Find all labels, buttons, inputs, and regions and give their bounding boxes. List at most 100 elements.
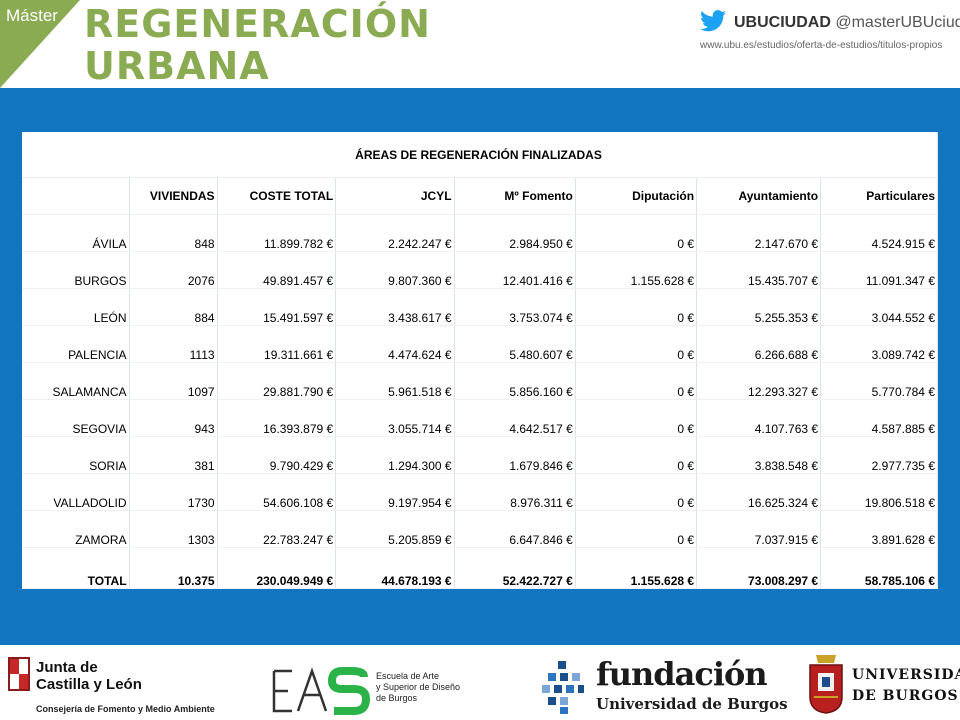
value-cell: 54.606.108 € (217, 473, 337, 511)
total-cell: 52.422.727 € (454, 547, 576, 589)
value-cell: 5.255.353 € (696, 288, 822, 326)
eas-line-2: y Superior de Diseño (376, 682, 461, 692)
value-cell: 2076 (129, 251, 218, 289)
column-header: Mº Fomento (454, 177, 576, 215)
twitter-bird-icon (700, 10, 726, 32)
total-cell: TOTAL (22, 547, 130, 589)
value-cell: 5.770.784 € (820, 362, 938, 400)
value-cell: 2.977.735 € (820, 436, 938, 474)
twitter-handle[interactable]: UBUCIUDAD @masterUBUciudad (734, 14, 960, 32)
total-cell: 230.049.949 € (217, 547, 337, 589)
value-cell: 16.393.879 € (217, 399, 337, 437)
value-cell: 8.976.311 € (454, 473, 576, 511)
title-line-2: URBANA (84, 44, 270, 88)
value-cell: 3.891.628 € (820, 510, 938, 548)
province-cell: ZAMORA (22, 510, 130, 548)
table-row: VALLADOLID 1730 54.606.108 €9.197.954 €8.9… (22, 473, 938, 511)
table-row: BURGOS 2076 49.891.457 €9.807.360 €12.401.… (22, 251, 938, 289)
value-cell: 1303 (129, 510, 218, 548)
master-label: Máster (6, 6, 58, 25)
province-cell: SORIA (22, 436, 130, 474)
value-cell: 0 € (575, 288, 698, 326)
table-row: PALENCIA 1113 19.311.661 €4.474.624 €5.480… (22, 325, 938, 363)
province-cell: PALENCIA (22, 325, 130, 363)
program-url[interactable]: www.ubu.es/estudios/oferta-de-estudios/t… (700, 40, 943, 51)
value-cell: 11.091.347 € (820, 251, 938, 289)
total-cell: 73.008.297 € (696, 547, 822, 589)
value-cell: 4.642.517 € (454, 399, 576, 437)
value-cell: 19.311.661 € (217, 325, 337, 363)
value-cell: 5.205.859 € (335, 510, 455, 548)
value-cell: 4.474.624 € (335, 325, 455, 363)
value-cell: 9.197.954 € (335, 473, 455, 511)
value-cell: 15.491.597 € (217, 288, 337, 326)
table-row: SORIA 381 9.790.429 €1.294.300 €1.679.846 … (22, 436, 938, 474)
value-cell: 4.587.885 € (820, 399, 938, 437)
jcl-shield-icon (8, 657, 30, 691)
column-header: VIVIENDAS (129, 177, 218, 215)
value-cell: 1097 (129, 362, 218, 400)
value-cell: 1.155.628 € (575, 251, 698, 289)
jcl-subtitle: Consejería de Fomento y Medio Ambiente (36, 704, 215, 714)
value-cell: 0 € (575, 399, 698, 437)
column-header (22, 177, 130, 215)
table-total-row: TOTAL 10.375 230.049.949 € 44.678.193 € … (22, 547, 938, 589)
total-cell: 1.155.628 € (575, 547, 698, 589)
province-cell: SALAMANCA (22, 362, 130, 400)
province-cell: BURGOS (22, 251, 130, 289)
handle-rest: @masterUBUciudad (835, 14, 960, 31)
eas-line-1: Escuela de Arte (376, 671, 440, 681)
column-header: JCYL (335, 177, 455, 215)
value-cell: 7.037.915 € (696, 510, 822, 548)
title-line-1: REGENERACIÓN (84, 2, 431, 46)
eas-line-3: de Burgos (376, 693, 418, 703)
eas-logo-icon (272, 667, 371, 715)
value-cell: 3.438.617 € (335, 288, 455, 326)
value-cell: 1.679.846 € (454, 436, 576, 474)
value-cell: 29.881.790 € (217, 362, 337, 400)
value-cell: 5.961.518 € (335, 362, 455, 400)
column-header: Particulares (820, 177, 938, 215)
value-cell: 16.625.324 € (696, 473, 822, 511)
value-cell: 0 € (575, 362, 698, 400)
jcl-line-1: Junta de (36, 659, 98, 676)
header: Máster REGENERACIÓN URBANA UBUCIUDAD @ma… (0, 0, 960, 88)
ubu-line-2: DE BURGOS (852, 688, 959, 704)
value-cell: 0 € (575, 436, 698, 474)
value-cell: 1730 (129, 473, 218, 511)
regeneration-table: ÁREAS DE REGENERACIÓN FINALIZADAS VIVIEN… (22, 132, 938, 589)
value-cell: 2.984.950 € (454, 214, 576, 252)
value-cell: 381 (129, 436, 218, 474)
ubu-line-1: UNIVERSIDAD (852, 667, 960, 683)
eas-text: Escuela de Arte y Superior de Diseño de … (376, 671, 460, 704)
value-cell: 11.899.782 € (217, 214, 337, 252)
value-cell: 19.806.518 € (820, 473, 938, 511)
value-cell: 12.293.327 € (696, 362, 822, 400)
total-cell: 44.678.193 € (335, 547, 455, 589)
handle-bold: UBUCIUDAD (734, 14, 831, 31)
table-row: ZAMORA 1303 22.783.247 €5.205.859 €6.647.8… (22, 510, 938, 548)
table-row: SALAMANCA 1097 29.881.790 €5.961.518 €5.85… (22, 362, 938, 400)
table-row: ÁVILA 848 11.899.782 €2.242.247 €2.984.950… (22, 214, 938, 252)
value-cell: 3.753.074 € (454, 288, 576, 326)
value-cell: 12.401.416 € (454, 251, 576, 289)
value-cell: 943 (129, 399, 218, 437)
fundacion-subtitle: Universidad de Burgos (596, 695, 788, 713)
value-cell: 1113 (129, 325, 218, 363)
column-header: COSTE TOTAL (217, 177, 337, 215)
value-cell: 0 € (575, 325, 698, 363)
value-cell: 4.524.915 € (820, 214, 938, 252)
value-cell: 0 € (575, 473, 698, 511)
total-cell: 10.375 (129, 547, 218, 589)
province-cell: ÁVILA (22, 214, 130, 252)
value-cell: 4.107.763 € (696, 399, 822, 437)
value-cell: 3.044.552 € (820, 288, 938, 326)
value-cell: 49.891.457 € (217, 251, 337, 289)
value-cell: 848 (129, 214, 218, 252)
province-cell: SEGOVIA (22, 399, 130, 437)
ubu-shield-icon (809, 655, 843, 714)
table-header-row: VIVIENDAS COSTE TOTAL JCYL Mº Fomento Di… (22, 177, 938, 215)
fundacion-title: fundación (596, 655, 768, 693)
jcl-logo-text: Junta de Castilla y León (36, 659, 142, 693)
total-cell: 58.785.106 € (820, 547, 938, 589)
